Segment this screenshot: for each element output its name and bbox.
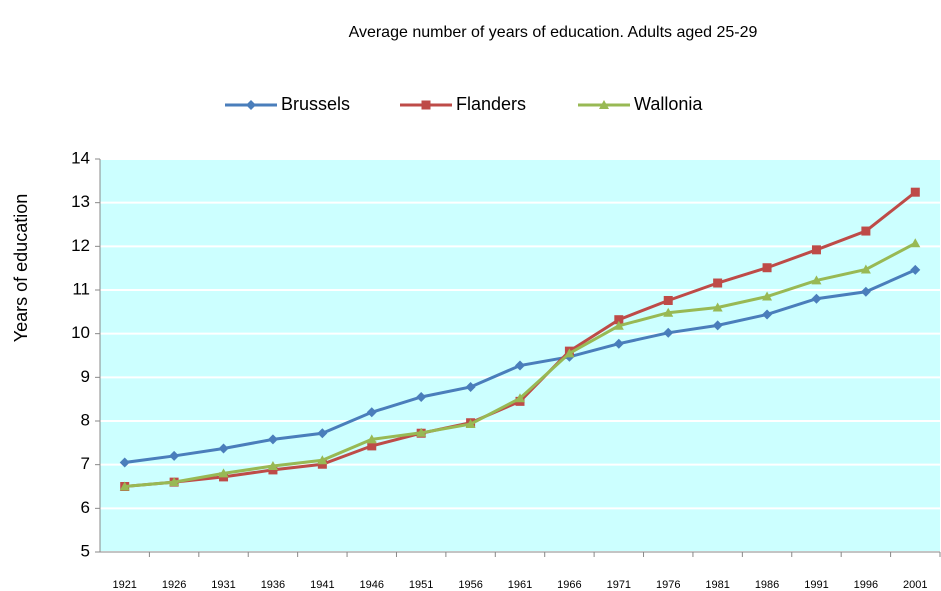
data-point — [861, 226, 871, 236]
legend-label: Brussels — [281, 94, 350, 114]
x-tick-label: 1921 — [112, 579, 136, 591]
legend-marker — [421, 100, 431, 110]
y-tick-label: 13 — [71, 192, 90, 211]
x-tick-label: 1976 — [656, 579, 680, 591]
data-point — [663, 327, 674, 338]
data-point — [367, 441, 377, 451]
data-point — [267, 460, 278, 470]
data-point — [613, 320, 624, 330]
data-point — [366, 407, 377, 418]
data-point — [416, 391, 427, 402]
data-point — [613, 338, 624, 349]
y-tick-label: 8 — [81, 410, 90, 429]
y-tick-label: 9 — [81, 367, 90, 386]
data-point — [811, 275, 822, 285]
data-point — [762, 291, 773, 301]
data-point — [218, 443, 229, 454]
x-tick-label: 1966 — [557, 579, 581, 591]
data-point — [169, 450, 180, 461]
data-point — [910, 264, 921, 275]
x-tick-label: 1981 — [705, 579, 729, 591]
data-point — [762, 309, 773, 320]
x-tick-label: 1941 — [310, 579, 334, 591]
data-point — [811, 245, 821, 255]
y-tick-label: 7 — [81, 454, 90, 473]
data-point — [762, 263, 772, 273]
x-tick-label: 1951 — [409, 579, 433, 591]
data-point — [910, 238, 921, 248]
x-tick-label: 1996 — [854, 579, 878, 591]
x-tick-label: 1991 — [804, 579, 828, 591]
y-tick-label: 6 — [81, 498, 90, 517]
x-tick-label: 2001 — [903, 579, 927, 591]
data-point — [614, 315, 624, 325]
data-point — [218, 468, 229, 478]
y-tick-label: 10 — [71, 323, 90, 342]
x-tick-label: 1986 — [755, 579, 779, 591]
chart-title: Average number of years of education. Ad… — [349, 24, 758, 41]
data-point — [910, 187, 920, 197]
legend-marker — [246, 100, 256, 110]
data-point — [712, 320, 723, 331]
data-point — [515, 360, 525, 371]
data-point — [663, 295, 673, 305]
data-point — [860, 286, 871, 297]
data-point — [465, 419, 476, 429]
data-point — [317, 455, 328, 465]
data-point — [811, 293, 822, 304]
data-point — [860, 264, 871, 274]
data-point — [564, 348, 575, 358]
y-tick-label: 14 — [71, 148, 90, 167]
y-axis-label: Years of education — [11, 194, 31, 342]
data-point — [515, 393, 525, 403]
x-tick-label: 1931 — [211, 579, 235, 591]
data-point — [416, 427, 427, 437]
x-tick-label: 1946 — [360, 579, 384, 591]
data-point — [119, 457, 130, 468]
x-tick-label: 1971 — [607, 579, 631, 591]
x-tick-label: 1936 — [261, 579, 285, 591]
data-point — [366, 434, 377, 444]
data-point — [317, 428, 328, 439]
data-point — [663, 307, 674, 317]
data-point — [713, 278, 723, 288]
data-point — [119, 481, 130, 491]
data-point — [465, 381, 476, 392]
data-point — [169, 477, 180, 487]
data-point — [712, 302, 723, 312]
data-point — [267, 434, 278, 445]
y-tick-label: 5 — [81, 541, 90, 560]
x-tick-label: 1956 — [458, 579, 482, 591]
plot-area — [100, 159, 940, 552]
y-tick-label: 11 — [72, 279, 90, 298]
legend-marker — [599, 100, 609, 109]
legend-label: Wallonia — [634, 94, 703, 114]
x-tick-label: 1961 — [508, 579, 532, 591]
y-tick-label: 12 — [71, 236, 90, 255]
legend-label: Flanders — [456, 94, 526, 114]
x-tick-label: 1926 — [162, 579, 186, 591]
